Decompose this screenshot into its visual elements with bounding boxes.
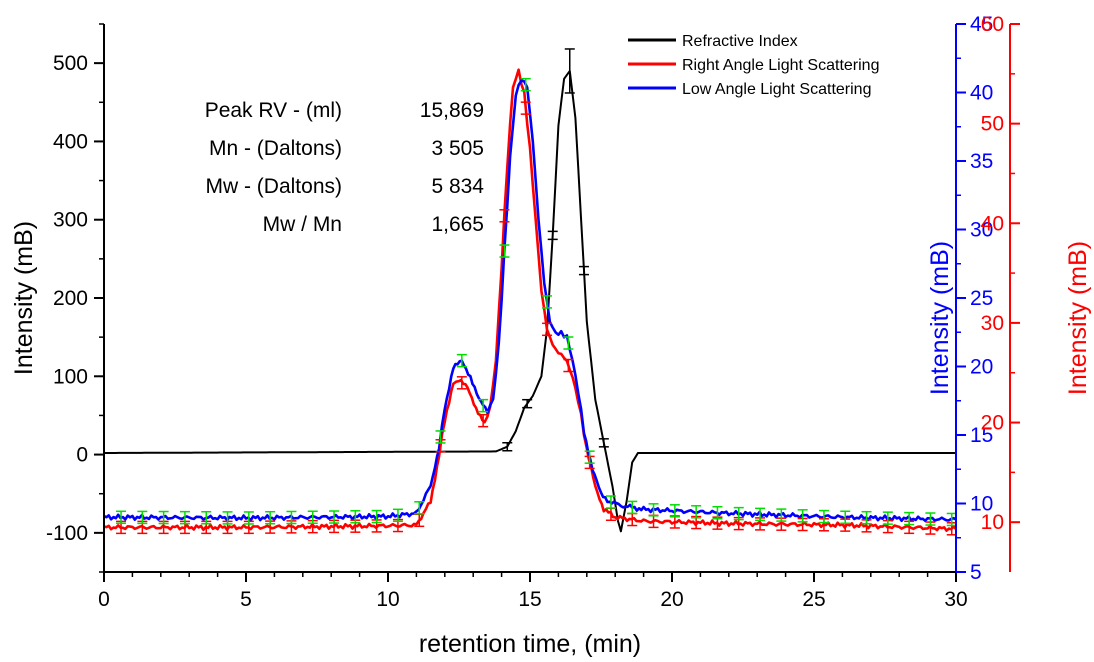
left-tick-label: -100 [46, 522, 88, 545]
left-tick-label: 500 [53, 52, 88, 75]
series-line-3 [103, 79, 957, 523]
right-blue-tick-label: 45 [970, 13, 993, 36]
x-tick-label: 5 [240, 588, 252, 611]
left-tick-label: 200 [53, 287, 88, 310]
right-blue-tick-label: 25 [970, 287, 993, 310]
left-tick-label: 400 [53, 130, 88, 153]
stats-label: Peak RV - (ml) [205, 99, 342, 122]
right-blue-tick-label: 20 [970, 356, 993, 379]
stats-label: Mw - (Daltons) [205, 175, 342, 198]
right-blue-axis-label: Intensity (mB) [926, 241, 954, 395]
right-red-tick-label: 60 [981, 13, 1004, 36]
right-blue-tick-label: 5 [970, 561, 982, 584]
x-tick-label: 15 [518, 588, 541, 611]
left-tick-label: 0 [76, 444, 88, 467]
legend-label: Low Angle Light Scattering [682, 81, 871, 98]
right-blue-tick-label: 40 [970, 82, 993, 105]
right-blue-tick-label: 10 [970, 493, 993, 516]
x-tick-label: 25 [802, 588, 825, 611]
legend-label: Refractive Index [682, 33, 798, 50]
legend-label: Right Angle Light Scattering [682, 57, 879, 74]
series-line-1 [104, 70, 956, 533]
stats-value: 15,869 [420, 99, 484, 122]
left-tick-label: 300 [53, 209, 88, 232]
right-red-tick-label: 20 [981, 412, 1004, 435]
x-tick-label: 20 [660, 588, 683, 611]
stats-value: 1,665 [431, 213, 484, 236]
x-tick-label: 0 [98, 588, 110, 611]
right-blue-tick-label: 30 [970, 219, 993, 242]
right-red-tick-label: 50 [981, 113, 1004, 136]
right-blue-tick-label: 15 [970, 424, 993, 447]
stats-label: Mw / Mn [263, 213, 342, 236]
stats-label: Mn - (Daltons) [209, 137, 342, 160]
right-red-tick-label: 30 [981, 312, 1004, 335]
left-tick-label: 100 [53, 365, 88, 388]
right-red-axis-label: Intensity (mB) [1064, 241, 1092, 395]
x-tick-label: 30 [944, 588, 967, 611]
right-blue-tick-label: 35 [970, 150, 993, 173]
right-red-tick-label: 10 [981, 511, 1004, 534]
stats-value: 3 505 [431, 137, 484, 160]
series-line-2 [103, 68, 957, 532]
stats-value: 5 834 [431, 175, 484, 198]
x-tick-label: 10 [376, 588, 399, 611]
left-axis-label: Intensity (mB) [10, 221, 38, 375]
right-red-tick-label: 40 [981, 212, 1004, 235]
x-axis-label: retention time, (min) [419, 630, 641, 658]
